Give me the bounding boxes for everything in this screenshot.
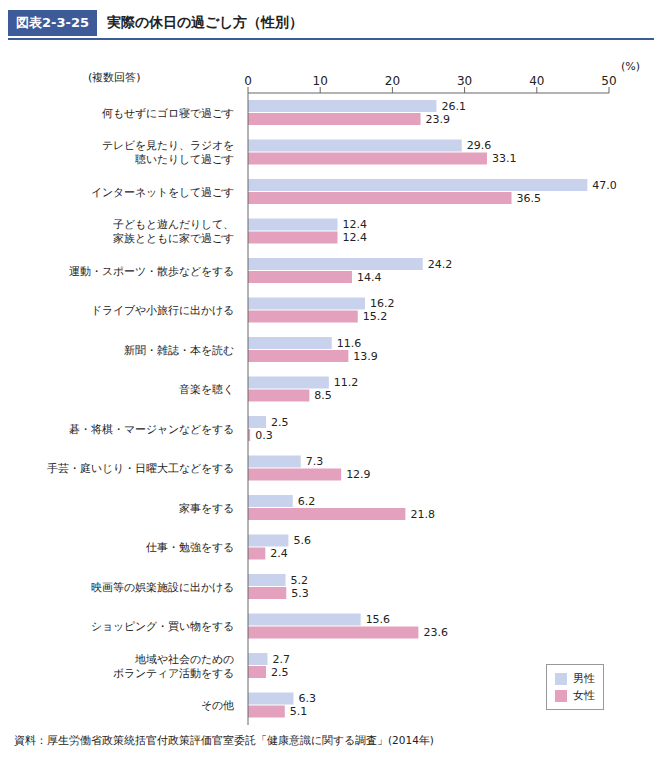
svg-text:5.3: 5.3 [291, 587, 309, 600]
svg-text:何もせずにゴロ寝で過ごす: 何もせずにゴロ寝で過ごす [102, 107, 234, 120]
svg-text:30: 30 [457, 74, 472, 88]
svg-text:2.5: 2.5 [271, 666, 289, 679]
svg-text:11.2: 11.2 [334, 376, 359, 389]
svg-text:15.6: 15.6 [366, 613, 391, 626]
svg-text:8.5: 8.5 [314, 389, 332, 402]
svg-text:(%): (%) [621, 60, 640, 73]
svg-text:20: 20 [385, 74, 400, 88]
svg-text:インターネットをして過ごす: インターネットをして過ごす [91, 186, 234, 199]
svg-text:12.9: 12.9 [346, 468, 371, 481]
svg-text:5.2: 5.2 [291, 574, 309, 587]
svg-text:6.2: 6.2 [298, 495, 316, 508]
svg-text:24.2: 24.2 [428, 258, 453, 271]
svg-text:2.4: 2.4 [270, 547, 288, 560]
svg-text:新聞・雑誌・本を読む: 新聞・雑誌・本を読む [124, 344, 234, 357]
svg-text:映画等の娯楽施設に出かける: 映画等の娯楽施設に出かける [91, 581, 234, 594]
html-text:(複数回答): (複数回答) [88, 71, 141, 84]
svg-text:6.3: 6.3 [298, 692, 316, 705]
svg-text:手芸・庭いじり・日曜大工などをする: 手芸・庭いじり・日曜大工などをする [47, 462, 234, 475]
svg-text:5.6: 5.6 [293, 534, 311, 547]
svg-text:碁・将棋・マージャンなどをする: 碁・将棋・マージャンなどをする [69, 423, 234, 436]
svg-text:10: 10 [313, 74, 328, 88]
svg-text:15.2: 15.2 [363, 310, 388, 323]
svg-text:11.6: 11.6 [337, 337, 362, 350]
svg-text:0.3: 0.3 [255, 429, 273, 442]
html-text:女性: 女性 [573, 689, 595, 702]
html-text:資料：厚生労働省政策統括官付政策評価官室委託「健康意識に関す: 資料：厚生労働省政策統括官付政策評価官室委託「健康意識に関する調査」(2014年… [14, 734, 434, 746]
svg-text:50: 50 [601, 74, 616, 88]
svg-text:47.0: 47.0 [592, 179, 617, 192]
svg-text:16.2: 16.2 [370, 297, 395, 310]
svg-text:ショッピング・買い物をする: ショッピング・買い物をする [91, 620, 234, 633]
svg-text:36.5: 36.5 [517, 192, 542, 205]
svg-text:音楽を聴く: 音楽を聴く [179, 383, 234, 396]
svg-text:14.4: 14.4 [357, 271, 382, 284]
svg-text:13.9: 13.9 [353, 350, 378, 363]
svg-text:運動・スポーツ・散歩などをする: 運動・スポーツ・散歩などをする [69, 265, 234, 278]
svg-text:26.1: 26.1 [441, 100, 466, 113]
svg-text:仕事・勉強をする: 仕事・勉強をする [146, 541, 234, 554]
svg-text:29.6: 29.6 [467, 139, 492, 152]
svg-text:40: 40 [529, 74, 544, 88]
html-text:図表2-3-25: 図表2-3-25 [16, 15, 89, 30]
svg-text:テレビを見たり、ラジオを聴いたりして過ごす: テレビを見たり、ラジオを聴いたりして過ごす [102, 139, 234, 166]
svg-text:2.5: 2.5 [271, 416, 289, 429]
svg-text:地域や社会のためのボランティア活動をする: 地域や社会のためのボランティア活動をする [113, 653, 234, 680]
svg-text:21.8: 21.8 [410, 508, 435, 521]
svg-text:12.4: 12.4 [343, 218, 368, 231]
svg-text:7.3: 7.3 [306, 455, 324, 468]
svg-text:2.7: 2.7 [272, 653, 290, 666]
svg-text:12.4: 12.4 [343, 231, 368, 244]
html-text:男性: 男性 [573, 672, 595, 685]
html-text:実際の休日の過ごし方（性別）: 実際の休日の過ごし方（性別） [107, 14, 303, 30]
svg-text:子どもと遊んだりして、家族とともに家で過ごす: 子どもと遊んだりして、家族とともに家で過ごす [113, 218, 234, 245]
svg-text:家事をする: 家事をする [179, 502, 234, 515]
svg-text:23.6: 23.6 [423, 626, 448, 639]
svg-text:ドライブや小旅行に出かける: ドライブや小旅行に出かける [91, 304, 234, 317]
svg-text:23.9: 23.9 [426, 113, 451, 126]
svg-text:33.1: 33.1 [492, 152, 517, 165]
svg-text:0: 0 [244, 74, 252, 88]
svg-text:5.1: 5.1 [290, 705, 308, 718]
svg-text:その他: その他 [201, 699, 234, 712]
